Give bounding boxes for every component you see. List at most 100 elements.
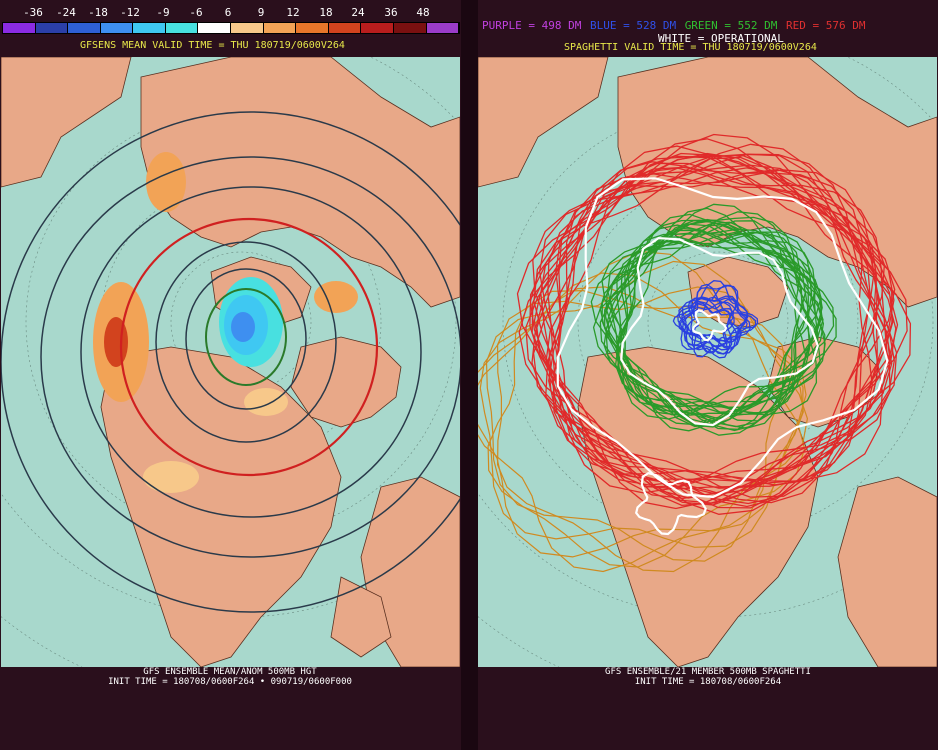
colorbar-swatch <box>100 23 134 33</box>
spaghetti-contour <box>678 301 757 355</box>
right-footer: GFS ENSEMBLE/21 MEMBER 500MB SPAGHETTI I… <box>478 667 938 687</box>
colorbar-tick: 12 <box>286 6 300 19</box>
colorbar-swatch <box>231 23 264 33</box>
anomaly-colorbar <box>2 22 460 34</box>
colorbar-tick: 48 <box>416 6 430 19</box>
lat-grid <box>1 57 460 667</box>
panel-divider <box>461 0 478 750</box>
spaghetti-contour <box>604 213 811 413</box>
colorbar-swatch <box>393 23 427 33</box>
contour-line <box>80 186 422 518</box>
colorbar-swatch <box>68 23 101 33</box>
left-footer-line2: INIT TIME = 180708/0600F264 • 090719/060… <box>108 677 352 687</box>
spaghetti-contour <box>616 227 821 423</box>
spaghetti-contour <box>681 280 748 349</box>
scandinavia-europe-land <box>478 57 609 188</box>
colorbar-tick: -12 <box>120 6 140 19</box>
legend-white-label: WHITE = OPERATIONAL <box>658 32 784 45</box>
spaghetti-contour <box>485 260 804 562</box>
colorbar-swatch <box>426 23 460 33</box>
colorbar-swatch <box>165 23 199 33</box>
spaghetti-contour <box>691 309 728 342</box>
colorbar-tick: 24 <box>351 6 365 19</box>
legend-blue: BLUE = 528 DM <box>589 19 677 32</box>
negative-anomaly-core <box>231 312 255 342</box>
right-footer-line1: GFS ENSEMBLE/21 MEMBER 500MB SPAGHETTI <box>605 667 811 677</box>
spaghetti-contour <box>616 221 824 409</box>
positive-anomaly-shade <box>244 388 288 416</box>
spaghetti-contour <box>682 285 751 348</box>
spaghetti-contour <box>545 162 891 499</box>
spaghetti-contour <box>518 152 883 500</box>
spaghetti-contour <box>592 219 818 426</box>
spaghetti-map-svg <box>478 57 937 667</box>
spaghetti-contour <box>681 296 735 359</box>
colorbar-tick: 6 <box>224 6 232 19</box>
ensemble-mean-map <box>1 57 460 667</box>
contour-line <box>1 111 460 613</box>
colorbar-tick: -9 <box>156 6 170 19</box>
colorbar-swatch <box>263 23 297 33</box>
spaghetti-contour <box>679 302 735 358</box>
north-america-land <box>100 346 342 667</box>
colorbar-tick: 9 <box>257 6 265 19</box>
caribbean-land <box>330 576 392 658</box>
spaghetti-contour <box>478 272 807 558</box>
spaghetti-contour <box>677 283 733 351</box>
right-footer-line2: INIT TIME = 180708/0600F264 <box>634 677 782 687</box>
positive-anomaly-shade <box>146 152 186 212</box>
contour-legend: PURPLE = 498 DM BLUE = 528 DM GREEN = 55… <box>482 19 868 32</box>
colorbar-swatch <box>328 23 362 33</box>
left-map-title: GFSENS MEAN VALID TIME = THU 180719/0600… <box>80 40 345 51</box>
spaghetti-contours <box>478 133 912 573</box>
colorbar-swatch <box>3 23 36 33</box>
height-contours <box>1 111 460 613</box>
colorbar-swatch <box>35 23 69 33</box>
colorbar-swatch <box>296 23 329 33</box>
colorbar-swatch <box>198 23 232 33</box>
spaghetti-contour <box>601 218 822 408</box>
contour-line <box>185 268 307 410</box>
positive-anomaly-shade <box>143 461 199 493</box>
colorbar-labels: -36 -24 -18 -12 -9 -6 6 9 12 18 24 36 48 <box>0 6 461 20</box>
colorbar-swatch <box>361 23 394 33</box>
left-panel: -36 -24 -18 -12 -9 -6 6 9 12 18 24 36 48… <box>0 0 461 750</box>
spaghetti-contour <box>478 286 788 573</box>
spaghetti-contour <box>532 153 898 495</box>
positive-anomaly-shade <box>314 281 358 313</box>
lat-grid <box>478 57 937 667</box>
left-footer-line1: GFS ENSEMBLE MEAN/ANOM 500MB HGT <box>143 667 317 677</box>
positive-anomaly-core <box>104 317 128 367</box>
right-panel: PURPLE = 498 DM BLUE = 528 DM GREEN = 55… <box>478 0 938 750</box>
scandinavia-europe-land <box>1 57 132 188</box>
spaghetti-contour <box>609 203 822 414</box>
spaghetti-contour <box>531 169 895 515</box>
canada-arctic-land <box>290 336 402 428</box>
spaghetti-contour <box>607 224 819 428</box>
contour-line <box>40 156 460 558</box>
spaghetti-contour <box>552 154 899 483</box>
legend-purple: PURPLE = 498 DM <box>482 19 582 32</box>
ensemble-mean-map-svg <box>1 57 460 667</box>
colorbar-tick: -24 <box>56 6 76 19</box>
legend-green: GREEN = 552 DM <box>684 19 778 32</box>
legend-red: RED = 576 DM <box>786 19 866 32</box>
left-footer: GFS ENSEMBLE MEAN/ANOM 500MB HGT INIT TI… <box>0 667 460 687</box>
colorbar-swatch <box>133 23 166 33</box>
colorbar-tick: 18 <box>319 6 333 19</box>
colorbar-tick: -6 <box>189 6 203 19</box>
colorbar-tick: 36 <box>384 6 398 19</box>
colorbar-tick: -18 <box>88 6 108 19</box>
spaghetti-contour <box>624 231 825 430</box>
spaghetti-contour <box>548 164 912 489</box>
spaghetti-contour <box>532 152 896 482</box>
colorbar-tick: -36 <box>23 6 43 19</box>
contour-line <box>155 241 337 443</box>
spaghetti-contour <box>535 161 888 507</box>
spaghetti-contour <box>556 177 889 499</box>
spaghetti-contour <box>620 236 819 427</box>
spaghetti-contour <box>635 472 707 536</box>
spaghetti-contour <box>686 297 759 342</box>
spaghetti-map <box>478 57 937 667</box>
spaghetti-contour <box>533 145 878 488</box>
